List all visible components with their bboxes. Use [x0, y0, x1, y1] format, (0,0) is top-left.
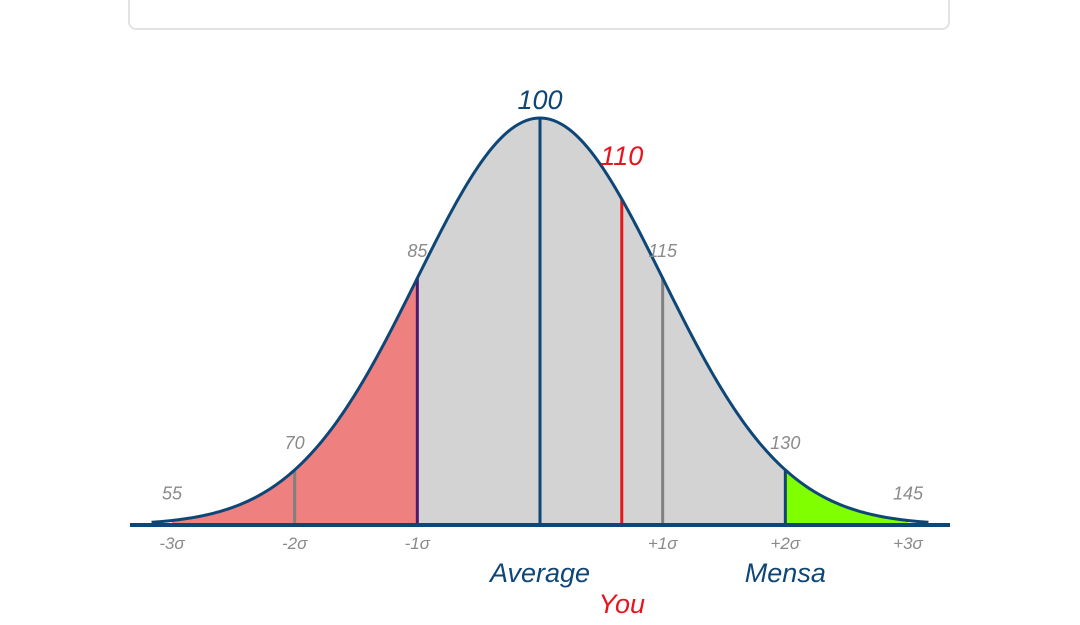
marker-label-you: You [598, 589, 645, 619]
top-card [128, 0, 950, 30]
marker-lines [293, 118, 787, 525]
sigma-label-+1σ: +1σ [648, 534, 678, 553]
iq-label-115: 115 [648, 241, 678, 261]
bell-curve-outline [151, 116, 929, 524]
shaded-regions [172, 118, 908, 525]
marker-label-mensa: Mensa [745, 558, 826, 588]
sigma-label--2σ: -2σ [282, 534, 308, 553]
iq-label-100: 100 [517, 85, 562, 115]
region-85-130 [417, 118, 786, 525]
sigma-label--1σ: -1σ [405, 534, 431, 553]
iq-label-55: 55 [162, 483, 183, 503]
iq-label-145: 145 [893, 483, 924, 503]
iq-label-70: 70 [285, 433, 305, 453]
iq-label-130: 130 [770, 433, 800, 453]
sigma-label--3σ: -3σ [159, 534, 185, 553]
region-130-145 [785, 469, 908, 525]
iq-label-85: 85 [407, 241, 428, 261]
marker-label-average: Average [488, 558, 590, 588]
you-value-label: 110 [600, 141, 643, 171]
sigma-label-+3σ: +3σ [893, 534, 923, 553]
sigma-label-+2σ: +2σ [771, 534, 801, 553]
region-55-85 [172, 278, 418, 525]
chart-labels: 55 70 85 100 115 130 145 -3σ -2σ -1σ +1σ +2σ +3σ Aver… [159, 85, 924, 619]
